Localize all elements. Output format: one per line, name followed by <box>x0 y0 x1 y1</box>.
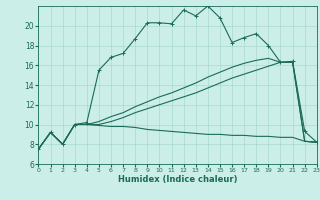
X-axis label: Humidex (Indice chaleur): Humidex (Indice chaleur) <box>118 175 237 184</box>
